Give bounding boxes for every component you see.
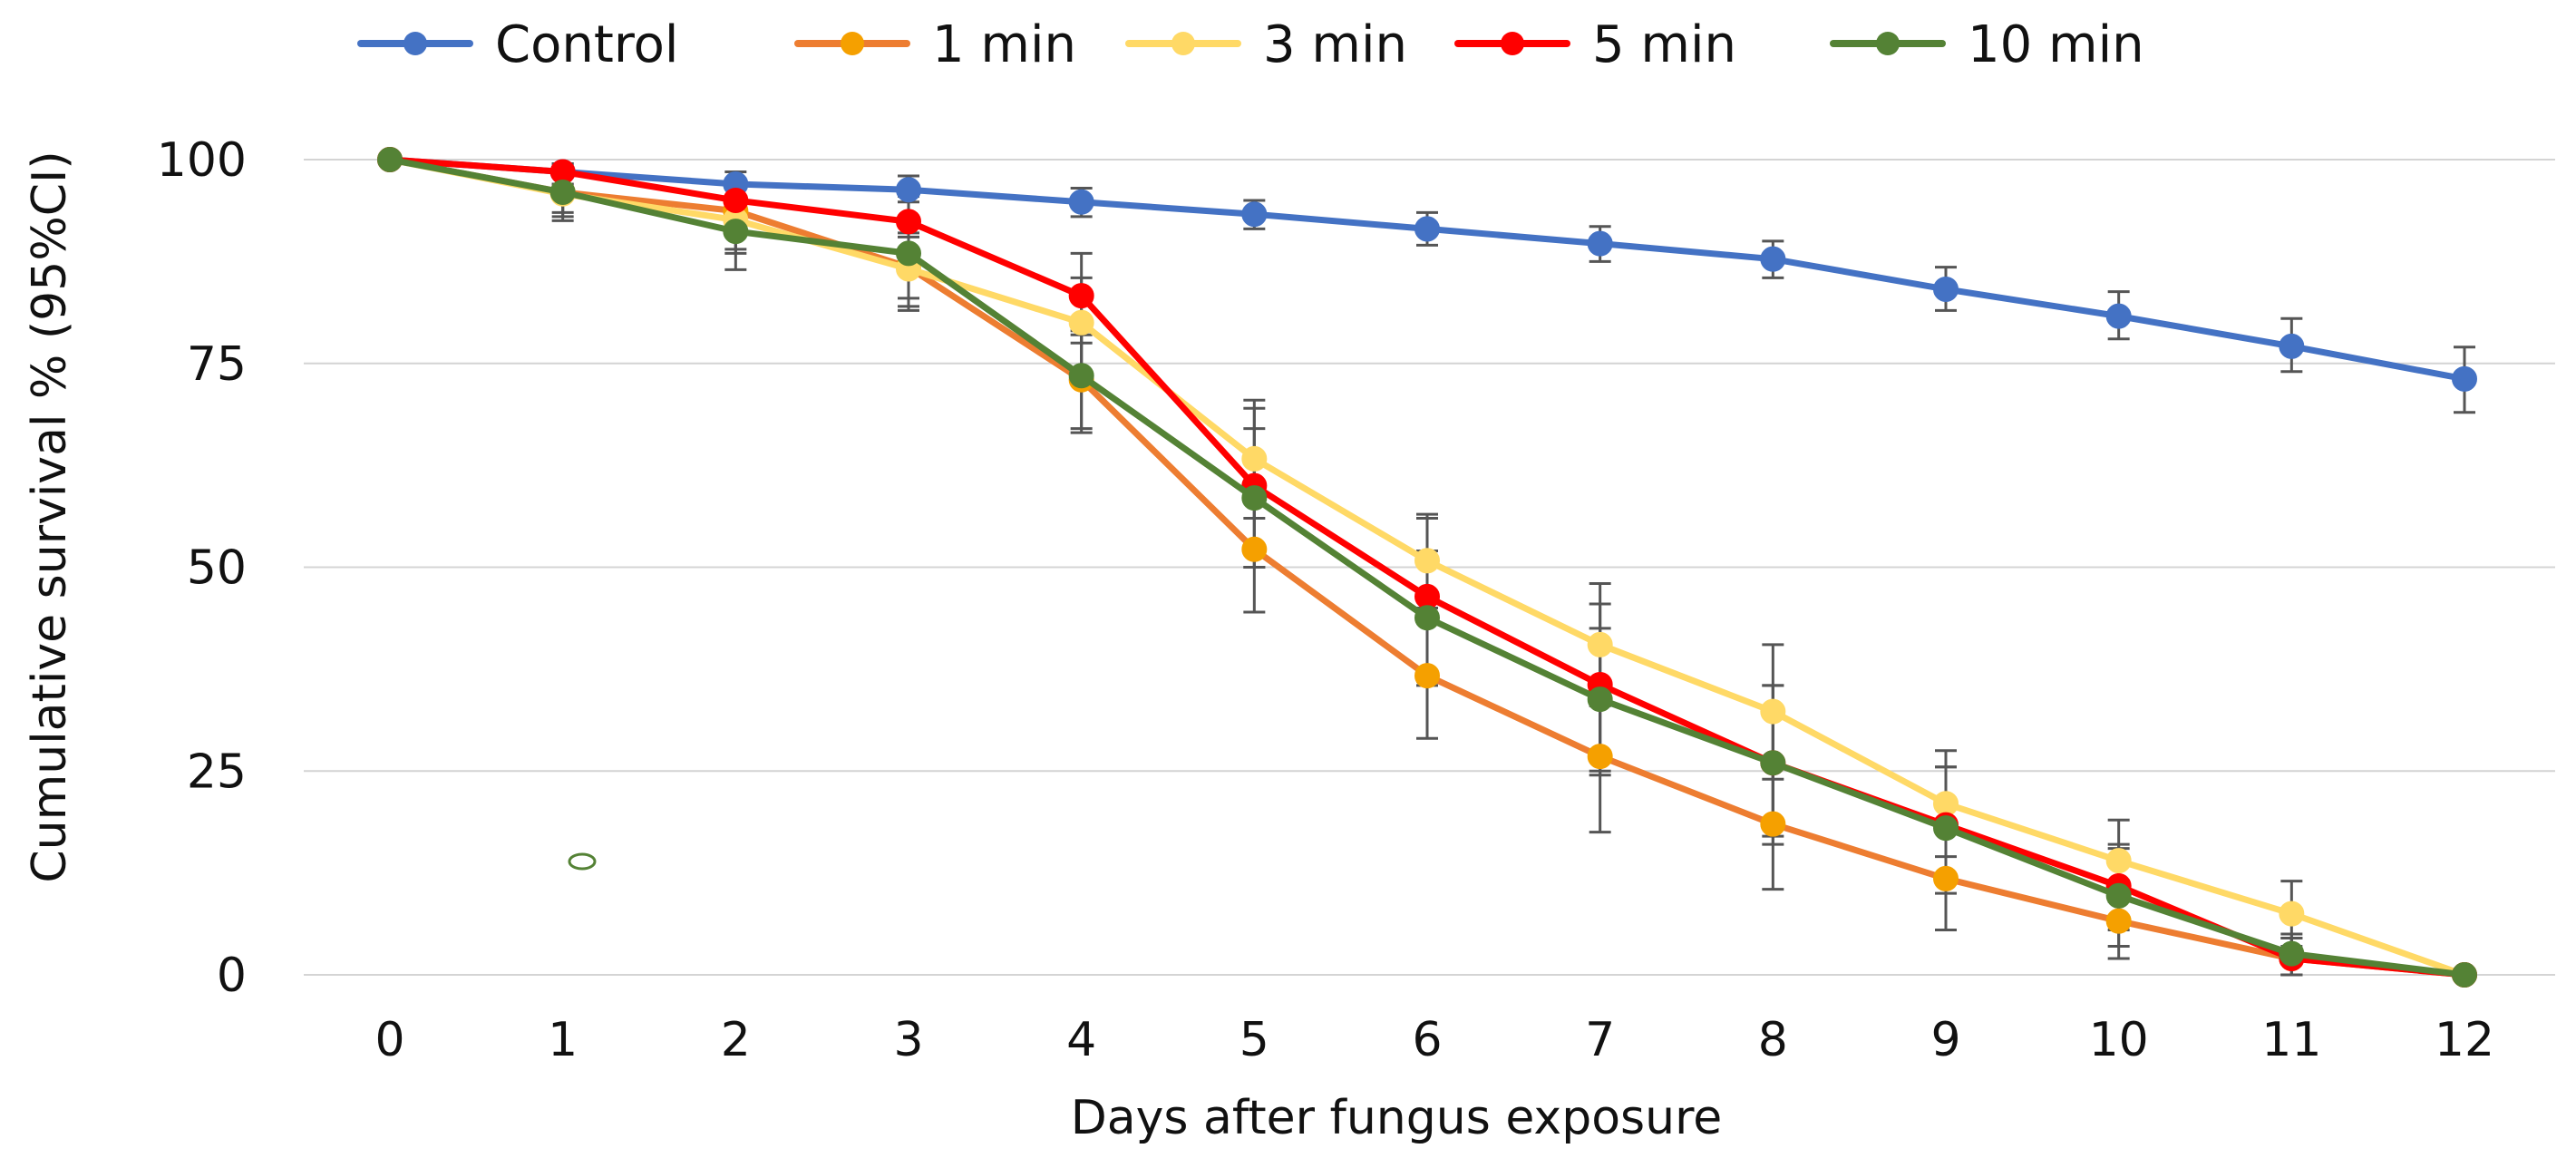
x-tick-label-10: 10 [2089, 1013, 2149, 1067]
x-tick-label-12: 12 [2435, 1013, 2494, 1067]
data-point [1760, 811, 1786, 837]
data-point [1241, 485, 1268, 511]
data-point [723, 187, 749, 213]
series-10-min [377, 147, 2477, 988]
y-tick-label-75: 75 [187, 337, 247, 392]
series-lines [377, 147, 2477, 988]
y-axis-title: Cumulative survival % (95%CI) [23, 151, 77, 882]
data-point [1760, 698, 1786, 725]
data-point [1587, 744, 1613, 770]
y-tick-label-25: 25 [187, 745, 247, 799]
data-point [2279, 940, 2305, 967]
data-point [1933, 791, 1959, 817]
data-point [2105, 303, 2132, 329]
data-point [377, 147, 403, 172]
y-tick-label-50: 50 [187, 541, 247, 596]
x-tick-label-7: 7 [1585, 1013, 1615, 1067]
legend-item-10-min: 10 min [1830, 15, 2144, 74]
data-point [549, 179, 576, 205]
data-point [1587, 230, 1613, 257]
data-point [1587, 631, 1613, 657]
x-tick-label-8: 8 [1758, 1013, 1788, 1067]
x-axis-ticks: 0 1 2 3 4 5 6 7 8 9 10 11 12 [374, 1013, 2494, 1067]
x-tick-label-9: 9 [1930, 1013, 1960, 1067]
data-point [2279, 333, 2305, 359]
x-tick-label-3: 3 [893, 1013, 923, 1067]
legend-swatch-marker [1171, 32, 1195, 55]
x-tick-label-6: 6 [1412, 1013, 1442, 1067]
legend-item-control: Control [357, 15, 678, 74]
x-axis-title: Days after fungus exposure [1071, 1091, 1723, 1145]
data-point [1760, 246, 1786, 272]
data-point [1414, 605, 1440, 631]
x-tick-label-11: 11 [2261, 1013, 2321, 1067]
error-bars [551, 161, 2475, 977]
legend-label-3-min: 3 min [1263, 15, 1407, 74]
legend-label-1-min: 1 min [932, 15, 1076, 74]
series-control [377, 147, 2477, 392]
data-point [1068, 189, 1094, 215]
data-point [2105, 908, 2132, 934]
stray-open-marker [568, 852, 597, 871]
legend-label-10-min: 10 min [1968, 15, 2144, 74]
data-point [2452, 962, 2477, 988]
data-point [1241, 201, 1268, 228]
data-point [1587, 686, 1613, 713]
data-point [1414, 216, 1440, 242]
data-point [723, 219, 749, 245]
data-point [2279, 900, 2305, 927]
x-tick-label-4: 4 [1066, 1013, 1096, 1067]
data-point [1241, 445, 1268, 472]
data-point [896, 177, 921, 203]
x-tick-label-1: 1 [548, 1013, 578, 1067]
data-point [896, 240, 921, 267]
data-point [1760, 750, 1786, 776]
data-point [1414, 663, 1440, 689]
legend-label-control: Control [495, 15, 678, 74]
data-point [1933, 865, 1959, 891]
data-point [2452, 365, 2477, 392]
error-bars-control [551, 161, 2475, 414]
legend-swatch-marker [403, 32, 427, 55]
y-tick-label-100: 100 [157, 133, 247, 188]
legend-item-3-min: 3 min [1125, 15, 1407, 74]
x-tick-label-2: 2 [721, 1013, 751, 1067]
data-point [1933, 276, 1959, 302]
legend-item-5-min: 5 min [1454, 15, 1736, 74]
data-point [1068, 283, 1094, 309]
legend-swatch-marker [1876, 32, 1900, 55]
data-point [2105, 882, 2132, 909]
data-point [2105, 848, 2132, 874]
x-tick-label-0: 0 [374, 1013, 404, 1067]
legend-swatch-marker [1501, 32, 1524, 55]
data-point [1068, 363, 1094, 389]
y-tick-label-0: 0 [217, 949, 247, 1003]
data-point [1414, 548, 1440, 574]
data-point [1414, 583, 1440, 609]
data-point [1241, 536, 1268, 562]
legend-swatch-marker [841, 32, 864, 55]
data-point [896, 209, 921, 235]
x-tick-label-5: 5 [1239, 1013, 1269, 1067]
data-point [1933, 815, 1959, 842]
legend-label-5-min: 5 min [1592, 15, 1736, 74]
legend-item-1-min: 1 min [794, 15, 1076, 74]
legend: Control 1 min 3 min 5 min 10 min [357, 15, 2144, 74]
y-axis-ticks: 0 25 50 75 100 [157, 133, 247, 1003]
data-point [1068, 309, 1094, 336]
